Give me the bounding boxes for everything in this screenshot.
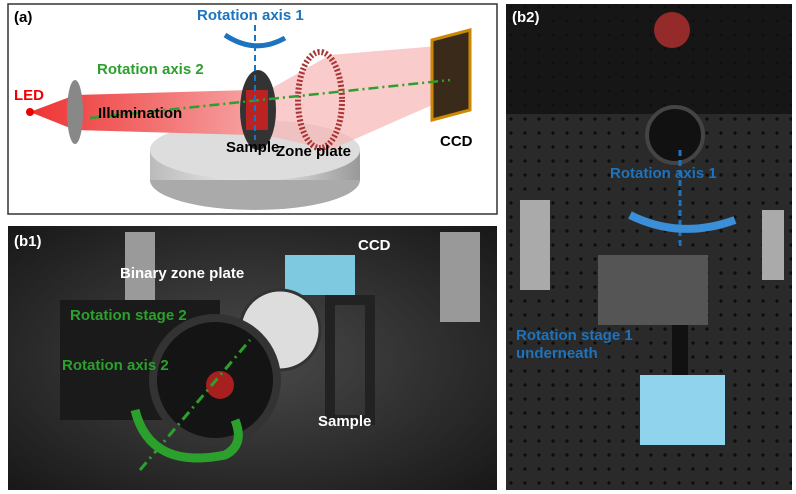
ccd [432,30,470,120]
annotation: Binary zone plate [120,265,244,282]
annotation: Zone plate [276,143,351,160]
annotation: Rotation axis 2 [62,357,169,374]
annotation: Rotation axis 1 [197,7,304,24]
annotation: Rotation axis 2 [97,61,204,78]
led [26,108,34,116]
annotation: CCD [440,133,473,150]
annotation: Rotation stage 2 [70,307,187,324]
lens-mount [647,107,703,163]
annotation: CCD [358,237,391,254]
ccd-box [285,255,355,295]
annotation: underneath [516,345,598,362]
annotation: Rotation axis 1 [610,165,717,182]
annotation: Rotation stage 1 [516,327,633,344]
light-source [654,12,690,48]
figure: (a) Rotation axis 1 Rotation axis 2 LED … [0,0,796,494]
sample [246,90,268,130]
panel-label: (a) [14,9,32,26]
post [672,325,688,375]
panel-b2: (b2) Rotation axis 1 Rotation stage 1 un… [506,4,792,490]
panel-label: (b2) [512,9,540,26]
photo-top [506,4,792,114]
annotation: Sample [226,139,279,156]
micrometer [440,232,480,322]
panel-label: (b1) [14,233,42,250]
panel-b1: (b1) CCD Binary zone plate Rotation stag… [8,226,497,490]
stage [598,255,708,325]
lens [67,80,83,144]
micrometer [520,200,550,290]
annotation: LED [14,87,44,104]
ccd-box [640,375,725,445]
annotation: Illumination [98,105,182,122]
panel-a: (a) Rotation axis 1 Rotation axis 2 LED … [8,4,497,214]
annotation: Sample [318,413,371,430]
micrometer [762,210,784,280]
